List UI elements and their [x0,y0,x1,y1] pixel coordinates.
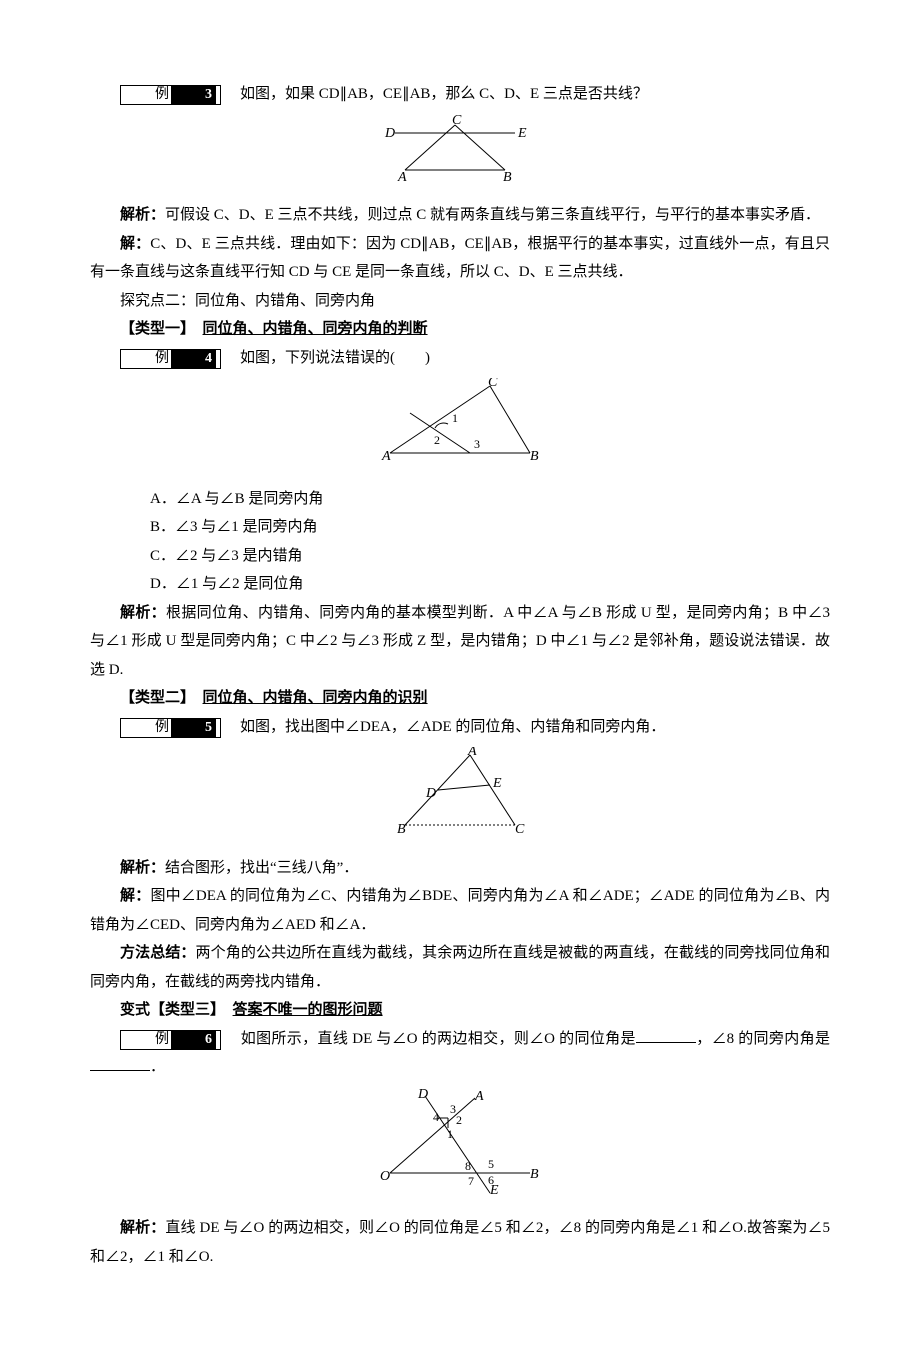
ex4-analysis: 解析：根据同位角、内错角、同旁内角的基本模型判断．A 中∠A 与∠B 形成 U … [90,599,830,685]
diagram-ex6: O DA BE 3 4 2 1 5 8 6 7 [370,1088,550,1198]
type-3-prefix: 变式 [120,1002,150,1018]
type-3-title: 答案不唯一的图形问题 [233,1002,383,1018]
blank-1 [636,1027,696,1043]
analysis-label: 解析： [120,605,166,621]
type-2-heading: 【类型二】 同位角、内错角、同旁内角的识别 [90,684,830,713]
ex5-method-text: 两个角的公共边所在直线为截线，其余两边所在直线是被截的两直线，在截线的同旁找同位… [90,945,830,990]
diagram-ex4: A B C 1 2 3 [370,378,550,468]
ex5-method: 方法总结：两个角的公共边所在直线为截线，其余两边所在直线是被截的两直线，在截线的… [90,939,830,996]
option-A: A．∠A 与∠B 是同旁内角 [90,485,830,514]
example-3-text: 例3 如图，如果 CD∥AB，CE∥AB，那么 C、D、E 三点是否共线？ [90,80,830,109]
analysis-label: 解析： [120,860,165,876]
type-3-heading: 变式【类型三】 答案不唯一的图形问题 [90,996,830,1025]
example-badge-5: 例5 [120,718,221,738]
svg-text:C: C [488,378,498,390]
ex6-mid: ，∠8 的同旁内角是 [696,1031,830,1047]
svg-text:O: O [380,1169,390,1184]
diagram-ex5: B C A D E [380,747,540,837]
blank-2 [90,1055,150,1071]
example-badge-3: 例3 [120,85,221,105]
example-badge-6: 例6 [120,1030,221,1050]
badge-num: 3 [171,86,216,104]
badge-num: 6 [171,1031,216,1049]
svg-text:A: A [467,747,477,759]
type-2-label: 【类型二】 [120,690,188,706]
svg-text:B: B [530,449,539,464]
method-label: 方法总结： [120,945,196,961]
badge-label: 例 [155,1032,169,1047]
example-4-body: 如图，下列说法错误的( ) [225,350,430,366]
ex6-analysis-text: 直线 DE 与∠O 的两边相交，则∠O 的同位角是∠5 和∠2，∠8 的同旁内角… [90,1220,830,1265]
example-5-text: 例5 如图，找出图中∠DEA，∠ADE 的同位角、内错角和同旁内角． [90,713,830,742]
diagram-ex3: A B C D E [375,115,545,185]
ex3-analysis: 解析：可假设 C、D、E 三点不共线，则过点 C 就有两条直线与第三条直线平行，… [90,201,830,230]
ex5-analysis: 解析：结合图形，找出“三线八角”． [90,854,830,883]
svg-text:D: D [417,1088,428,1102]
type-3-label: 【类型三】 [150,1002,218,1018]
topic-2: 探究点二：同位角、内错角、同旁内角 [90,287,830,316]
example-4-text: 例4 如图，下列说法错误的( ) [90,344,830,373]
svg-text:D: D [425,786,436,801]
figure-ex3: A B C D E [90,115,830,196]
option-C: C．∠2 与∠3 是内错角 [90,542,830,571]
badge-label: 例 [155,351,169,366]
svg-text:B: B [503,170,512,185]
svg-text:A: A [381,449,391,464]
svg-text:E: E [517,126,527,141]
svg-text:5: 5 [488,1157,494,1171]
ex6-after: ． [150,1059,165,1075]
option-D: D．∠1 与∠2 是同位角 [90,570,830,599]
svg-text:4: 4 [433,1110,439,1124]
ex5-solution-text: 图中∠DEA 的同位角为∠C、内错角为∠BDE、同旁内角为∠A 和∠ADE；∠A… [90,888,830,933]
svg-text:1: 1 [447,1127,453,1141]
figure-ex4: A B C 1 2 3 [90,378,830,479]
type-1-label: 【类型一】 [120,321,188,337]
solution-label: 解： [120,888,150,904]
example-5-body: 如图，找出图中∠DEA，∠ADE 的同位角、内错角和同旁内角． [225,719,665,735]
svg-text:A: A [474,1089,484,1104]
badge-num: 5 [171,719,216,737]
svg-text:B: B [397,822,406,837]
svg-text:C: C [452,115,462,128]
ex4-analysis-text: 根据同位角、内错角、同旁内角的基本模型判断．A 中∠A 与∠B 形成 U 型，是… [90,605,830,678]
ex3-solution-text: C、D、E 三点共线．理由如下：因为 CD∥AB，CE∥AB，根据平行的基本事实… [90,236,830,281]
badge-label: 例 [155,87,169,102]
svg-text:6: 6 [488,1173,494,1187]
figure-ex5: B C A D E [90,747,830,848]
svg-text:2: 2 [434,433,440,447]
figure-ex6: O DA BE 3 4 2 1 5 8 6 7 [90,1088,830,1209]
svg-text:8: 8 [465,1159,471,1173]
solution-label: 解： [120,236,150,252]
svg-text:E: E [492,776,502,791]
svg-text:A: A [397,170,407,185]
svg-text:3: 3 [474,437,480,451]
ex3-solution: 解：C、D、E 三点共线．理由如下：因为 CD∥AB，CE∥AB，根据平行的基本… [90,230,830,287]
type-1-title: 同位角、内错角、同旁内角的判断 [203,321,428,337]
example-badge-4: 例4 [120,349,221,369]
ex6-analysis: 解析：直线 DE 与∠O 的两边相交，则∠O 的同位角是∠5 和∠2，∠8 的同… [90,1214,830,1271]
badge-num: 4 [171,350,216,368]
analysis-label: 解析： [120,1220,165,1236]
option-B: B．∠3 与∠1 是同旁内角 [90,513,830,542]
analysis-label: 解析： [120,207,165,223]
example-3-body: 如图，如果 CD∥AB，CE∥AB，那么 C、D、E 三点是否共线？ [225,86,648,102]
svg-text:7: 7 [468,1174,474,1188]
type-1-heading: 【类型一】 同位角、内错角、同旁内角的判断 [90,315,830,344]
ex5-solution: 解：图中∠DEA 的同位角为∠C、内错角为∠BDE、同旁内角为∠A 和∠ADE；… [90,882,830,939]
type-2-title: 同位角、内错角、同旁内角的识别 [203,690,428,706]
example-6-text: 例6 如图所示，直线 DE 与∠O 的两边相交，则∠O 的同位角是 ，∠8 的同旁… [90,1025,830,1082]
ex5-analysis-text: 结合图形，找出“三线八角”． [165,860,358,876]
svg-text:1: 1 [452,411,458,425]
badge-label: 例 [155,720,169,735]
ex3-analysis-text: 可假设 C、D、E 三点不共线，则过点 C 就有两条直线与第三条直线平行，与平行… [165,207,820,223]
svg-text:C: C [515,822,525,837]
svg-text:B: B [530,1167,539,1182]
svg-text:D: D [384,126,395,141]
ex6-before: 如图所示，直线 DE 与∠O 的两边相交，则∠O 的同位角是 [225,1031,636,1047]
svg-text:2: 2 [456,1113,462,1127]
